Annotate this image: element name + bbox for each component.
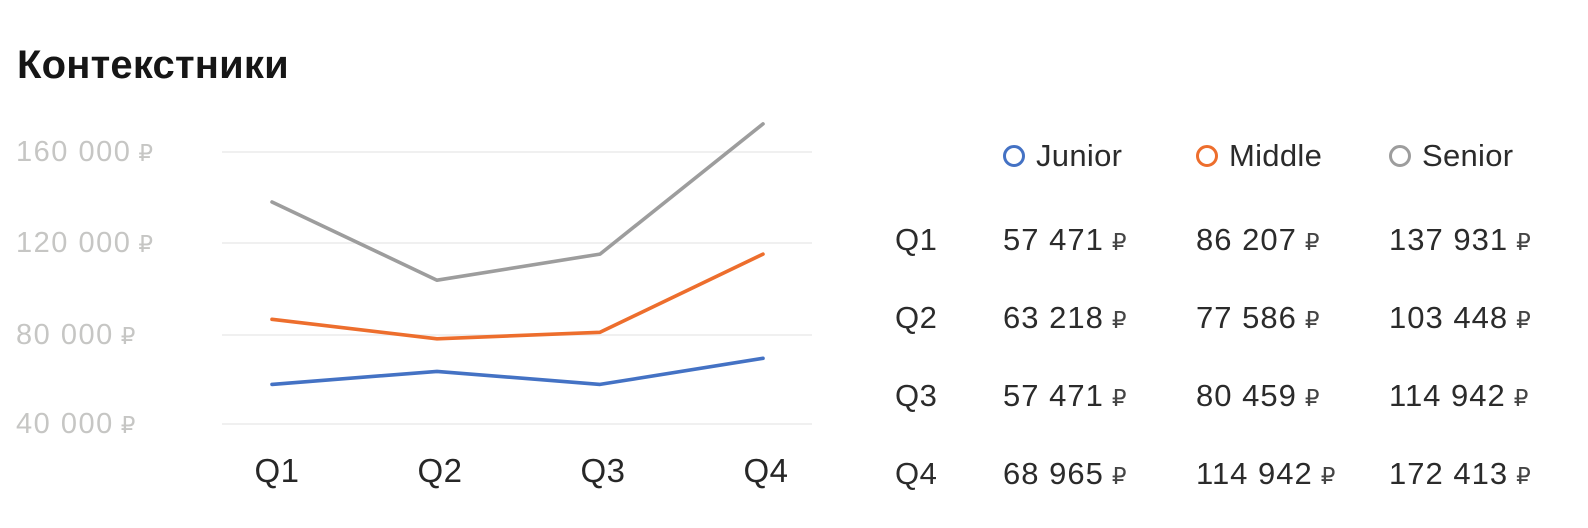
salary-cell-q3-senior: 114 942 ₽: [1389, 378, 1529, 413]
row-label-q4: Q4: [895, 456, 938, 491]
legend-label: Senior: [1422, 138, 1514, 173]
ruble-sign: ₽: [1111, 463, 1127, 489]
x-axis-tick-q2: Q2: [417, 452, 463, 489]
series-line-senior: [270, 122, 765, 282]
salary-cell-q1-middle: 86 207 ₽: [1196, 222, 1320, 257]
junior-series-ring-icon: [1003, 145, 1025, 167]
ruble-sign: ₽: [1304, 307, 1320, 333]
salary-cell-q3-junior: 57 471 ₽: [1003, 378, 1127, 413]
row-label-q3: Q3: [895, 378, 938, 413]
ruble-sign: ₽: [1111, 229, 1127, 255]
senior-series-ring-icon: [1389, 145, 1411, 167]
legend-label: Junior: [1036, 138, 1123, 173]
salary-cell-q1-senior: 137 931 ₽: [1389, 222, 1531, 257]
ruble-sign: ₽: [1516, 229, 1531, 255]
ruble-sign: ₽: [120, 323, 136, 349]
x-axis-tick-q3: Q3: [580, 452, 626, 489]
salary-cell-q2-senior: 103 448 ₽: [1389, 300, 1531, 335]
ruble-sign: ₽: [1516, 307, 1531, 333]
legend-item-senior[interactable]: Senior: [1389, 138, 1571, 174]
y-axis-tick: 160 000 ₽: [16, 136, 153, 168]
legend-item-junior[interactable]: Junior: [1003, 138, 1196, 174]
y-axis-tick: 80 000 ₽: [16, 319, 136, 351]
ruble-sign: ₽: [1516, 463, 1531, 489]
salary-cell-q2-junior: 63 218 ₽: [1003, 300, 1127, 335]
middle-series-ring-icon: [1196, 145, 1218, 167]
series-line-middle: [270, 252, 765, 341]
ruble-sign: ₽: [1320, 463, 1336, 489]
chart-title: Контекстники: [17, 43, 289, 87]
salary-cell-q1-junior: 57 471 ₽: [1003, 222, 1127, 257]
y-axis-tick: 120 000 ₽: [16, 227, 153, 259]
legend-label: Middle: [1229, 138, 1323, 173]
row-label-q2: Q2: [895, 300, 938, 335]
x-axis-tick-q1: Q1: [254, 452, 300, 489]
row-label-q1: Q1: [895, 222, 938, 257]
salary-cell-q3-middle: 80 459 ₽: [1196, 378, 1320, 413]
x-axis-tick-q4: Q4: [743, 452, 789, 489]
ruble-sign: ₽: [1111, 307, 1127, 333]
salary-cell-q4-middle: 114 942 ₽: [1196, 456, 1336, 491]
legend-item-middle[interactable]: Middle: [1196, 138, 1389, 174]
salary-cell-q4-junior: 68 965 ₽: [1003, 456, 1127, 491]
line-chart-plot: [222, 122, 812, 425]
ruble-sign: ₽: [138, 140, 153, 166]
ruble-sign: ₽: [138, 231, 153, 257]
y-axis-tick: 40 000 ₽: [16, 408, 136, 440]
ruble-sign: ₽: [1304, 385, 1320, 411]
ruble-sign: ₽: [1111, 385, 1127, 411]
salary-cell-q2-middle: 77 586 ₽: [1196, 300, 1320, 335]
ruble-sign: ₽: [1304, 229, 1320, 255]
ruble-sign: ₽: [120, 412, 136, 438]
salary-table: Junior Middle Senior Q1 57 471 ₽ 86 207 ₽ …: [895, 111, 1571, 513]
ruble-sign: ₽: [1513, 385, 1529, 411]
series-line-junior: [270, 356, 765, 387]
salary-cell-q4-senior: 172 413 ₽: [1389, 456, 1531, 491]
